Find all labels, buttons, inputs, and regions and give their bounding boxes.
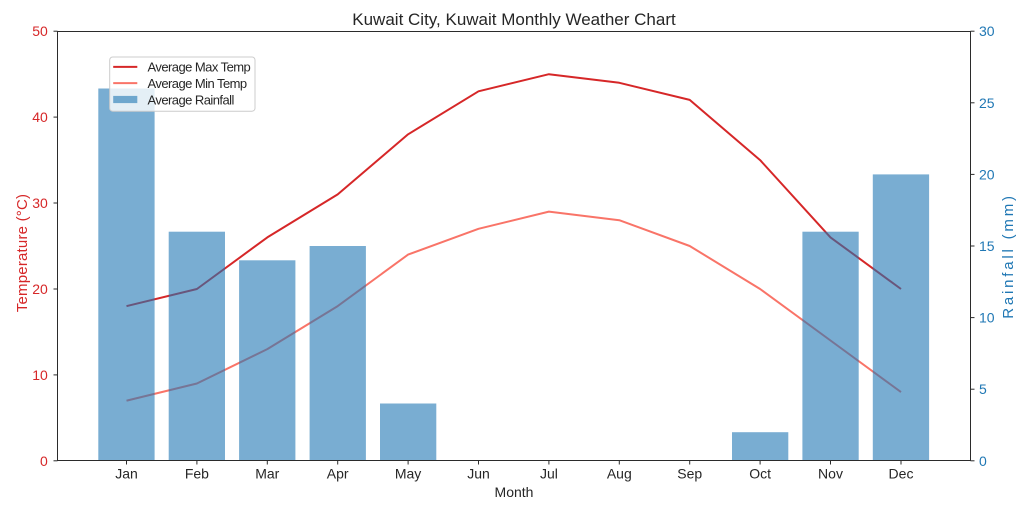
svg-text:20: 20 xyxy=(32,281,48,297)
svg-text:25: 25 xyxy=(979,95,995,111)
svg-text:Rainfall (mm): Rainfall (mm) xyxy=(1000,193,1017,319)
svg-text:50: 50 xyxy=(32,23,48,39)
svg-text:Nov: Nov xyxy=(818,466,843,482)
svg-text:Jul: Jul xyxy=(540,466,558,482)
svg-text:Oct: Oct xyxy=(749,466,771,482)
svg-text:20: 20 xyxy=(979,166,995,182)
svg-text:Temperature (°C): Temperature (°C) xyxy=(14,194,31,312)
svg-text:0: 0 xyxy=(979,453,987,469)
svg-text:Average Max Temp: Average Max Temp xyxy=(148,60,251,75)
svg-text:10: 10 xyxy=(979,310,995,326)
svg-text:Jun: Jun xyxy=(467,466,490,482)
svg-text:Aug: Aug xyxy=(607,466,632,482)
svg-text:Kuwait City, Kuwait Monthly We: Kuwait City, Kuwait Monthly Weather Char… xyxy=(352,10,676,29)
svg-text:40: 40 xyxy=(32,109,48,125)
svg-text:May: May xyxy=(395,466,421,482)
svg-text:Mar: Mar xyxy=(255,466,279,482)
svg-text:Jan: Jan xyxy=(115,466,138,482)
svg-text:Average Rainfall: Average Rainfall xyxy=(148,92,235,107)
svg-text:Month: Month xyxy=(495,484,534,500)
svg-text:Average Min Temp: Average Min Temp xyxy=(148,76,247,91)
svg-text:5: 5 xyxy=(979,381,987,397)
svg-text:Apr: Apr xyxy=(327,466,349,482)
svg-text:15: 15 xyxy=(979,238,995,254)
svg-text:30: 30 xyxy=(32,195,48,211)
svg-text:0: 0 xyxy=(40,453,48,469)
svg-text:Feb: Feb xyxy=(185,466,209,482)
svg-text:30: 30 xyxy=(979,23,995,39)
svg-text:Sep: Sep xyxy=(677,466,702,482)
svg-text:10: 10 xyxy=(32,367,48,383)
svg-text:Dec: Dec xyxy=(889,466,914,482)
